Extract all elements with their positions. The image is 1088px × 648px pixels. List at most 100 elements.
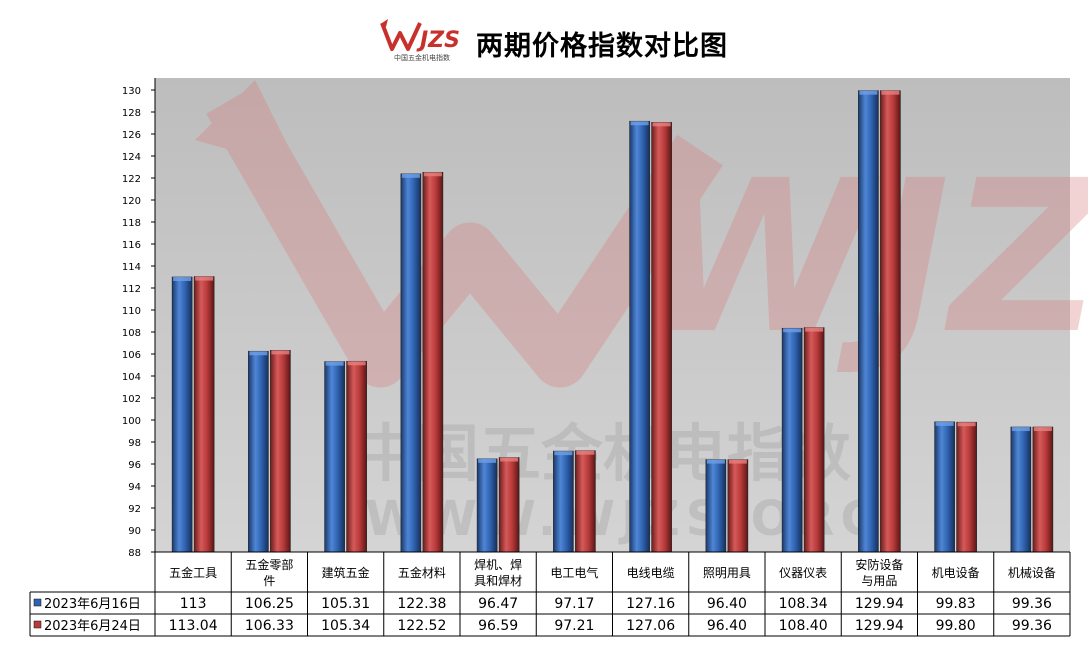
chart-header: JZS 中国五金机电指数 两期价格指数对比图 <box>380 18 728 68</box>
y-tick-label: 126 <box>122 130 141 141</box>
data-cell: 96.47 <box>478 596 518 612</box>
y-tick-label: 108 <box>122 328 141 339</box>
bar-top-highlight <box>325 361 344 366</box>
y-tick-label: 114 <box>122 262 141 273</box>
bar-top-highlight <box>1011 427 1030 432</box>
category-label: 焊机、焊 <box>474 557 522 572</box>
bar-series2 <box>346 360 367 553</box>
bar-series1 <box>400 173 422 553</box>
chart-title: 两期价格指数对比图 <box>476 30 728 62</box>
y-tick-label: 88 <box>128 548 141 559</box>
data-cell: 129.94 <box>855 618 904 634</box>
data-cell: 105.31 <box>321 596 370 612</box>
bar-top-highlight <box>500 457 519 462</box>
y-tick-label: 130 <box>122 86 141 97</box>
category-label: 五金工具 <box>169 565 217 580</box>
y-tick-label: 112 <box>122 284 141 295</box>
bar-series1 <box>476 458 498 553</box>
bar-top-highlight <box>249 351 268 356</box>
bar-series1 <box>629 120 650 553</box>
data-cell: 113.04 <box>169 618 218 634</box>
bar-series2 <box>880 90 901 553</box>
category-label: 建筑五金 <box>322 565 370 580</box>
bar-top-highlight <box>347 361 366 366</box>
bar-series1 <box>934 421 955 553</box>
data-cell: 127.16 <box>626 596 675 612</box>
bar-series1 <box>553 450 574 553</box>
category-label: 机械设备 <box>1008 565 1056 580</box>
bar-series1 <box>324 361 345 553</box>
series-name: 2023年6月16日 <box>44 597 141 612</box>
category-label: 机电设备 <box>932 566 980 580</box>
y-tick-label: 94 <box>128 482 141 493</box>
bar-series1 <box>705 459 727 553</box>
bar-series2 <box>270 350 291 553</box>
bar-series2 <box>803 327 825 553</box>
category-label: 仪器仪表 <box>779 566 827 580</box>
y-tick-label: 116 <box>122 240 141 251</box>
bar-series2 <box>498 457 520 553</box>
wjzs-logo: JZS 中国五金机电指数 <box>380 19 462 67</box>
y-tick-label: 90 <box>128 526 141 537</box>
y-tick-label: 98 <box>128 438 141 449</box>
data-cell: 108.40 <box>779 618 828 634</box>
bar-series1 <box>171 276 193 553</box>
y-tick-label: 118 <box>122 218 141 229</box>
y-axis: 88 90 92 94 96 98 100 102 104 106 108 110 112 114 116 1… <box>122 78 156 559</box>
data-cell: 127.06 <box>626 618 675 634</box>
bar-top-highlight <box>783 328 802 333</box>
data-cell: 97.17 <box>554 596 594 612</box>
y-tick-label: 124 <box>122 152 141 163</box>
data-cell: 97.21 <box>554 618 594 634</box>
bar-top-highlight <box>1033 427 1052 432</box>
bar-top-highlight <box>554 451 573 456</box>
legend-swatch <box>33 620 42 629</box>
bar-top-highlight <box>401 173 420 178</box>
y-tick-label: 104 <box>122 372 141 383</box>
category-label: 件 <box>263 574 275 588</box>
data-cell: 99.36 <box>1012 618 1052 634</box>
bar-top-highlight <box>195 276 214 281</box>
legend-swatch <box>33 598 42 607</box>
y-tick-label: 128 <box>122 108 141 119</box>
bar-top-highlight <box>478 458 497 463</box>
bar-series2 <box>575 450 596 553</box>
bar-series2 <box>651 122 672 553</box>
category-label: 与用品 <box>861 574 897 588</box>
data-cell: 106.33 <box>245 618 294 634</box>
logo-subtext: 中国五金机电指数 <box>394 54 450 62</box>
y-tick-label: 122 <box>122 174 141 185</box>
y-tick-label: 102 <box>122 394 141 405</box>
bar-top-highlight <box>630 121 649 126</box>
y-tick-label: 110 <box>122 306 141 317</box>
category-label: 照明用具 <box>703 566 751 580</box>
y-tick-label: 92 <box>128 504 141 515</box>
category-label: 电线电缆 <box>627 566 675 580</box>
category-label: 五金材料 <box>398 565 446 580</box>
y-tick-label: 100 <box>122 416 141 427</box>
data-cell: 105.34 <box>321 618 370 634</box>
bar-top-highlight <box>859 90 878 95</box>
bar-top-highlight <box>881 90 900 95</box>
bar-top-highlight <box>173 277 192 281</box>
bar-top-highlight <box>957 422 976 427</box>
bar-series1 <box>858 90 879 553</box>
bar-top-highlight <box>652 122 671 127</box>
bar-top-highlight <box>576 450 595 455</box>
category-label: 具和焊材 <box>474 573 522 588</box>
data-cell: 122.52 <box>397 618 446 634</box>
data-cell: 99.80 <box>936 618 976 634</box>
data-cell: 96.40 <box>707 618 747 634</box>
svg-text:JZS: JZS <box>416 28 460 53</box>
category-label: 电工电气 <box>550 565 598 580</box>
data-cell: 106.25 <box>245 596 294 612</box>
bar-top-highlight <box>706 459 725 464</box>
category-label: 安防设备 <box>855 557 903 572</box>
data-cell: 99.83 <box>936 596 976 612</box>
data-cell: 96.59 <box>478 618 518 634</box>
bar-top-highlight <box>271 350 290 355</box>
series-name: 2023年6月24日 <box>44 619 141 634</box>
category-label: 五金零部 <box>245 557 293 572</box>
